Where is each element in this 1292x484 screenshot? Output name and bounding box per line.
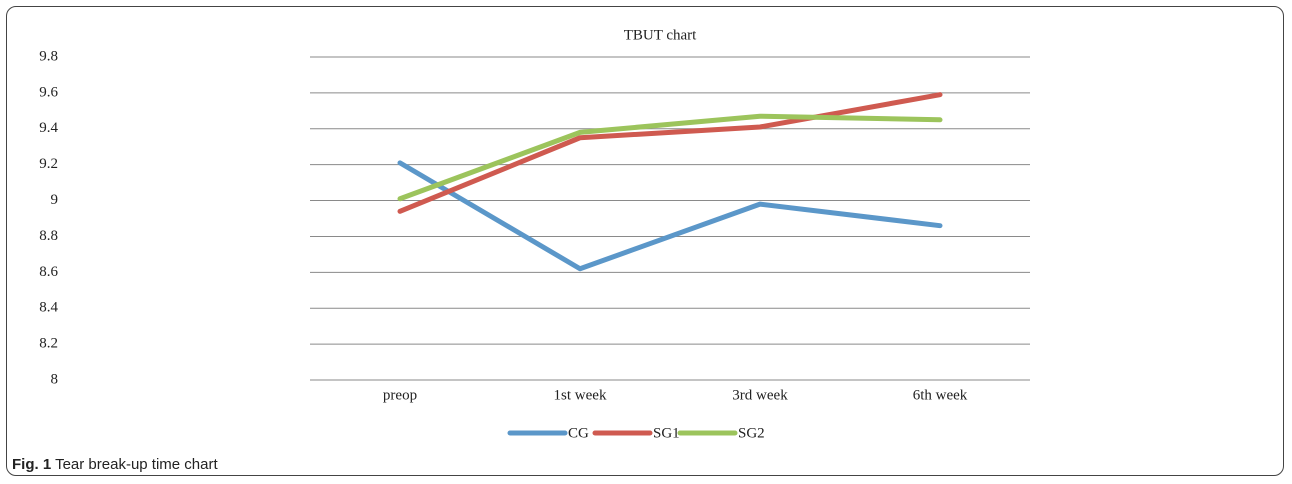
caption: Fig. 1 Tear break-up time chart xyxy=(12,456,218,473)
chart-title: TBUT chart xyxy=(624,27,697,43)
y-tick-label: 8.6 xyxy=(39,264,58,280)
legend-label: CG xyxy=(568,425,589,441)
y-tick-label: 8.8 xyxy=(39,228,58,244)
caption-label: Fig. 1 xyxy=(12,456,52,473)
x-tick-label: 3rd week xyxy=(732,387,788,403)
y-tick-label: 9.8 xyxy=(39,48,58,64)
y-tick-label: 8.2 xyxy=(39,336,58,352)
y-tick-label: 9 xyxy=(51,192,59,208)
legend-label: SG1 xyxy=(653,425,680,441)
x-tick-label: preop xyxy=(383,387,417,403)
x-tick-label: 1st week xyxy=(554,387,607,403)
y-tick-label: 9.2 xyxy=(39,156,58,172)
y-tick-label: 8.4 xyxy=(39,300,58,316)
x-tick-label: 6th week xyxy=(913,387,968,403)
series-line xyxy=(397,160,943,272)
y-tick-label: 9.4 xyxy=(39,120,58,136)
y-tick-label: 8 xyxy=(51,371,59,387)
series-line xyxy=(397,92,943,214)
figure-frame xyxy=(6,6,1284,476)
legend-label: SG2 xyxy=(738,425,765,441)
series-line xyxy=(397,113,943,202)
y-tick-label: 9.6 xyxy=(39,84,58,100)
caption-text: Tear break-up time chart xyxy=(55,456,218,473)
